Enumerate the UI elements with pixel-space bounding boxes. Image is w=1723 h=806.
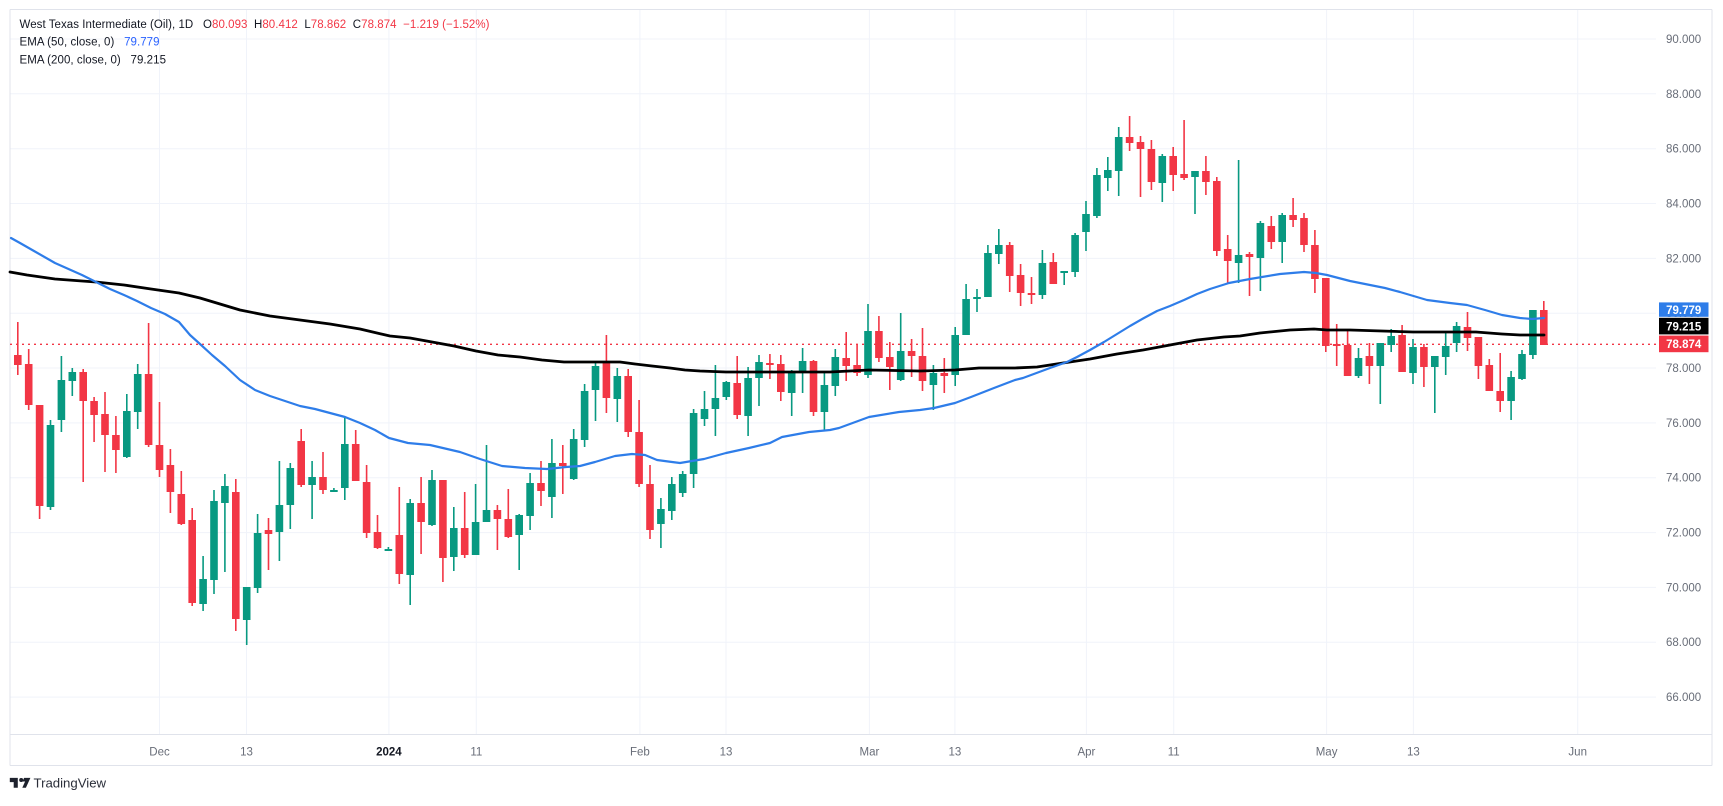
svg-text:Feb: Feb (630, 747, 650, 759)
svg-text:13: 13 (720, 747, 733, 759)
svg-text:78.000: 78.000 (1666, 363, 1701, 375)
svg-text:EMA (50, close, 0) 79.779: EMA (50, close, 0) 79.779 (20, 37, 160, 49)
svg-text:90.000: 90.000 (1666, 34, 1701, 46)
svg-text:Dec: Dec (149, 747, 170, 759)
svg-text:Apr: Apr (1077, 747, 1095, 759)
svg-text:86.000: 86.000 (1666, 144, 1701, 156)
svg-text:72.000: 72.000 (1666, 528, 1701, 540)
svg-text:88.000: 88.000 (1666, 89, 1701, 101)
svg-text:2024: 2024 (376, 747, 402, 759)
svg-text:13: 13 (949, 747, 962, 759)
svg-text:13: 13 (240, 747, 253, 759)
svg-text:May: May (1316, 747, 1338, 759)
svg-text:76.000: 76.000 (1666, 418, 1701, 430)
svg-text:74.000: 74.000 (1666, 473, 1701, 485)
svg-text:13: 13 (1407, 747, 1420, 759)
svg-text:68.000: 68.000 (1666, 637, 1701, 649)
svg-text:84.000: 84.000 (1666, 199, 1701, 211)
svg-text:66.000: 66.000 (1666, 692, 1701, 704)
svg-text:79.779: 79.779 (1666, 305, 1701, 317)
svg-text:EMA (200, close, 0) 79.215: EMA (200, close, 0) 79.215 (20, 55, 167, 67)
svg-text:Jun: Jun (1568, 747, 1587, 759)
svg-text:TradingView: TradingView (34, 776, 107, 791)
svg-text:70.000: 70.000 (1666, 582, 1701, 594)
svg-text:11: 11 (470, 747, 482, 759)
svg-text:Mar: Mar (859, 747, 879, 759)
svg-text:82.000: 82.000 (1666, 253, 1701, 265)
svg-text:11: 11 (1168, 747, 1180, 759)
svg-text:West Texas Intermediate (Oil),: West Texas Intermediate (Oil), 1D O80.09… (20, 19, 490, 31)
svg-text:79.215: 79.215 (1666, 321, 1702, 333)
svg-text:78.874: 78.874 (1666, 339, 1702, 351)
